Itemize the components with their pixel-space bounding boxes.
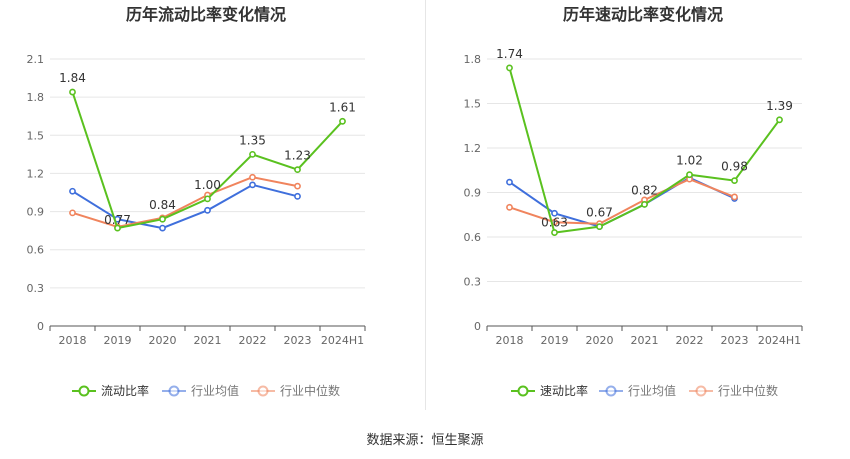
data-point bbox=[69, 209, 76, 217]
data-point bbox=[249, 150, 256, 158]
y-tick-label: 1.8 bbox=[27, 91, 45, 104]
data-point bbox=[506, 203, 513, 211]
data-point bbox=[159, 224, 166, 232]
x-tick-label: 2022 bbox=[239, 334, 267, 347]
quick-ratio-chart-panel: 历年速动比率变化情况 0 0.3 0.6 0.9 1.2 1.5 1.8 2018 2019 202… bbox=[425, 0, 850, 410]
legend-marker bbox=[605, 385, 617, 397]
data-label: 1.61 bbox=[329, 100, 356, 114]
data-point bbox=[69, 88, 76, 96]
data-point bbox=[249, 173, 256, 181]
y-tick-label: 2.1 bbox=[27, 53, 45, 66]
legend-item[interactable]: 速动比率 bbox=[511, 383, 588, 398]
x-tick-label: 2019 bbox=[541, 334, 569, 347]
y-tick-label: 0.6 bbox=[27, 244, 45, 257]
legend-item[interactable]: 流动比率 bbox=[72, 383, 149, 398]
chart-title: 历年流动比率变化情况 bbox=[126, 5, 286, 24]
current-ratio-chart: 历年流动比率变化情况 0 0.3 0.6 0.9 1.2 1.5 1.8 2.1 2018 2019… bbox=[27, 5, 366, 398]
data-point bbox=[204, 206, 211, 214]
y-tick-label: 0.3 bbox=[27, 282, 45, 295]
data-point bbox=[731, 177, 738, 185]
series-line bbox=[72, 176, 298, 228]
data-label: 1.23 bbox=[284, 149, 311, 163]
y-tick-label: 1.8 bbox=[464, 53, 482, 66]
legend-label: 行业中位数 bbox=[280, 383, 340, 398]
panel-divider bbox=[425, 0, 426, 410]
data-point bbox=[551, 229, 558, 236]
data-label: 1.00 bbox=[194, 178, 221, 192]
data-point bbox=[294, 166, 301, 174]
data-point bbox=[731, 193, 738, 201]
data-point bbox=[159, 215, 166, 223]
data-label: 1.02 bbox=[676, 154, 703, 168]
legend-label: 行业均值 bbox=[191, 383, 239, 398]
data-label: 0.67 bbox=[586, 206, 613, 220]
x-tick-label: 2022 bbox=[676, 334, 704, 347]
data-point bbox=[294, 192, 301, 200]
x-tick-label: 2020 bbox=[149, 334, 177, 347]
data-label: 0.77 bbox=[104, 213, 131, 227]
y-tick-label: 0.9 bbox=[464, 187, 482, 200]
y-tick-label: 0 bbox=[474, 320, 481, 333]
data-point bbox=[69, 187, 76, 195]
legend-item[interactable]: 行业中位数 bbox=[251, 383, 340, 398]
x-tick-label: 2018 bbox=[496, 334, 524, 347]
x-tick-label: 2021 bbox=[631, 334, 659, 347]
data-label: 1.84 bbox=[59, 71, 86, 85]
data-label: 1.39 bbox=[766, 99, 793, 113]
legend-label: 速动比率 bbox=[540, 383, 588, 398]
y-tick-label: 1.2 bbox=[464, 142, 482, 155]
x-tick-label: 2018 bbox=[59, 334, 87, 347]
data-point bbox=[596, 223, 603, 231]
data-point bbox=[114, 224, 121, 232]
y-tick-label: 0.3 bbox=[464, 276, 482, 289]
x-tick-label: 2023 bbox=[721, 334, 749, 347]
legend-marker bbox=[78, 385, 90, 397]
data-label: 0.82 bbox=[631, 183, 658, 197]
data-point bbox=[506, 178, 513, 186]
data-label: 1.35 bbox=[239, 133, 266, 147]
x-tick-label: 2020 bbox=[586, 334, 614, 347]
data-point bbox=[294, 182, 301, 190]
data-point bbox=[339, 117, 346, 125]
data-point bbox=[776, 116, 783, 124]
data-label: 0.84 bbox=[149, 198, 176, 212]
chart-title: 历年速动比率变化情况 bbox=[563, 5, 723, 24]
legend-label: 流动比率 bbox=[101, 383, 149, 398]
y-tick-label: 0.9 bbox=[27, 206, 45, 219]
series-line bbox=[508, 67, 781, 234]
legend-item[interactable]: 行业均值 bbox=[599, 383, 676, 398]
legend-marker bbox=[695, 385, 707, 397]
legend-label: 行业中位数 bbox=[718, 383, 778, 398]
x-tick-label: 2024H1 bbox=[758, 334, 801, 347]
x-tick-label: 2023 bbox=[284, 334, 312, 347]
current-ratio-chart-panel: 历年流动比率变化情况 0 0.3 0.6 0.9 1.2 1.5 1.8 2.1 2018 2019… bbox=[0, 0, 425, 410]
data-point bbox=[686, 171, 693, 179]
data-point bbox=[204, 195, 211, 203]
data-label: 1.74 bbox=[496, 47, 523, 61]
y-tick-label: 1.5 bbox=[464, 98, 482, 111]
x-tick-label: 2024H1 bbox=[321, 334, 364, 347]
series-line bbox=[509, 178, 735, 225]
y-tick-label: 0 bbox=[37, 320, 44, 333]
x-tick-label: 2021 bbox=[194, 334, 222, 347]
y-tick-label: 1.5 bbox=[27, 129, 45, 142]
legend-label: 行业均值 bbox=[628, 383, 676, 398]
data-source-note: 数据来源：恒生聚源 bbox=[366, 433, 484, 448]
quick-ratio-chart: 历年速动比率变化情况 0 0.3 0.6 0.9 1.2 1.5 1.8 2018 2019 202… bbox=[464, 5, 803, 398]
y-tick-label: 0.6 bbox=[464, 231, 482, 244]
legend-marker bbox=[517, 385, 529, 397]
data-point bbox=[506, 64, 513, 72]
y-tick-label: 1.2 bbox=[27, 167, 45, 180]
data-label: 0.63 bbox=[541, 216, 568, 230]
legend-item[interactable]: 行业中位数 bbox=[689, 383, 778, 398]
legend-marker bbox=[168, 385, 180, 397]
data-point bbox=[641, 200, 648, 208]
data-point bbox=[249, 181, 256, 189]
series-line bbox=[71, 183, 298, 230]
legend-marker bbox=[257, 385, 269, 397]
data-label: 0.98 bbox=[721, 160, 748, 174]
x-tick-label: 2019 bbox=[104, 334, 132, 347]
data-point bbox=[551, 209, 558, 217]
legend-item[interactable]: 行业均值 bbox=[162, 383, 239, 398]
